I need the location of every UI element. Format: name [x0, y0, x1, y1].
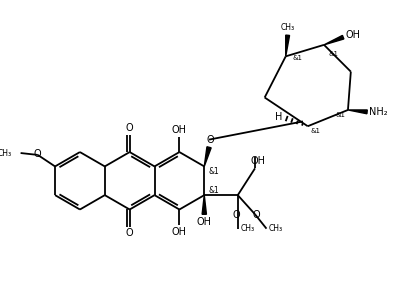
Polygon shape — [347, 110, 366, 114]
Polygon shape — [285, 35, 289, 56]
Text: CH₃: CH₃ — [268, 224, 282, 233]
Text: &1: &1 — [208, 167, 219, 176]
Text: &1: &1 — [292, 55, 301, 61]
Text: NH₂: NH₂ — [368, 107, 387, 117]
Text: O: O — [206, 135, 213, 145]
Text: OH: OH — [171, 125, 186, 135]
Text: &1: &1 — [328, 52, 338, 57]
Text: O: O — [126, 123, 133, 133]
Text: OH: OH — [171, 227, 186, 238]
Polygon shape — [323, 35, 343, 45]
Text: CH₃: CH₃ — [240, 224, 254, 233]
Polygon shape — [204, 147, 211, 166]
Text: CH₃: CH₃ — [0, 149, 12, 157]
Text: &1: &1 — [208, 186, 219, 195]
Text: O: O — [33, 149, 40, 159]
Text: OH: OH — [344, 30, 359, 40]
Text: &1: &1 — [335, 112, 344, 118]
Text: O: O — [126, 228, 133, 239]
Text: H: H — [275, 112, 282, 122]
Text: CH₃: CH₃ — [280, 23, 294, 32]
Polygon shape — [202, 195, 206, 214]
Text: O: O — [231, 210, 239, 220]
Text: O: O — [252, 210, 259, 220]
Text: OH: OH — [196, 217, 211, 227]
Text: &1: &1 — [310, 128, 320, 134]
Text: OH: OH — [250, 156, 265, 166]
